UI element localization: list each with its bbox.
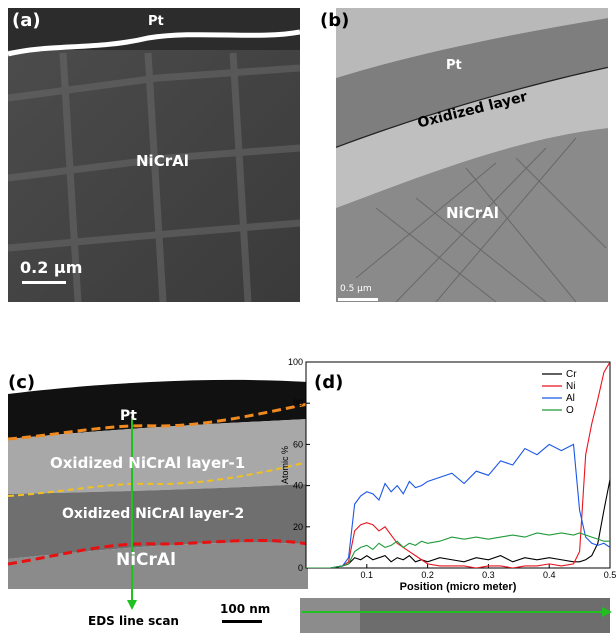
panel-c-image <box>8 364 308 630</box>
y-tick-label: 100 <box>288 357 303 367</box>
line-scan-arrowhead <box>602 607 612 617</box>
series-line-al <box>306 443 610 568</box>
legend-label-ni: Ni <box>566 381 575 392</box>
panel-b-scale-label: 0.5 μm <box>340 284 372 294</box>
legend-label-al: Al <box>566 393 575 404</box>
panel-c-material-label: NiCrAl <box>116 550 176 570</box>
x-axis-label: Position (micro meter) <box>400 581 517 593</box>
panel-c-scale-label: 100 nm <box>220 602 271 616</box>
series-line-o <box>306 532 610 568</box>
panel-a-micrograph: (a) Pt NiCrAl 0.2 μm <box>8 8 300 302</box>
legend-label-cr: Cr <box>566 369 577 380</box>
x-tick-label: 0.3 <box>482 570 495 580</box>
panel-b-micrograph: (b) Pt Oxidized layer NiCrAl 0.5 μm <box>316 8 608 302</box>
panel-b-pt-label: Pt <box>446 58 462 73</box>
panel-a-pt-label: Pt <box>148 14 164 29</box>
panel-a-scale-label: 0.2 μm <box>20 258 83 277</box>
panel-d-chart: 0 20 40 60 80 100 0.1 0.2 0.3 0.4 0.5 Position (mic… <box>280 350 616 633</box>
panel-a-material-label: NiCrAl <box>136 152 189 170</box>
panel-b-image <box>316 8 608 302</box>
y-tick-label: 80 <box>293 398 303 408</box>
y-tick-label: 20 <box>293 522 303 532</box>
line-scan-strip-region <box>300 598 360 633</box>
panel-c-layer2-label: Oxidized NiCrAl layer-2 <box>62 506 245 522</box>
y-tick-label: 60 <box>293 439 303 449</box>
y-tick-label: 40 <box>293 481 303 491</box>
eds-line-scan-chart: 0 20 40 60 80 100 0.1 0.2 0.3 0.4 0.5 Position (mic… <box>280 357 616 633</box>
panel-b-material-label: NiCrAl <box>446 204 499 222</box>
panel-a-label: (a) <box>12 10 41 31</box>
panel-c-layer1-label: Oxidized NiCrAl layer-1 <box>50 454 246 472</box>
legend-label-o: O <box>566 405 574 416</box>
plot-frame <box>305 361 611 569</box>
panel-d-label: (d) <box>314 372 344 393</box>
x-tick-label: 0.1 <box>361 570 374 580</box>
panel-c-label: (c) <box>8 372 36 393</box>
panel-c-pt-label: Pt <box>120 408 137 424</box>
x-tick-label: 0.5 <box>604 570 616 580</box>
x-tick-label: 0.2 <box>421 570 434 580</box>
panel-c-micrograph: (c) Pt Oxidized NiCrAl layer-1 Oxidized … <box>8 364 308 630</box>
panel-c-eds-label: EDS line scan <box>88 614 179 628</box>
panel-a-image <box>8 8 300 302</box>
y-axis-label: Atomic % <box>280 446 290 484</box>
y-tick-label: 0 <box>298 563 303 573</box>
panel-b-label: (b) <box>320 10 350 31</box>
x-tick-label: 0.4 <box>543 570 556 580</box>
series-line-ni <box>306 362 610 568</box>
